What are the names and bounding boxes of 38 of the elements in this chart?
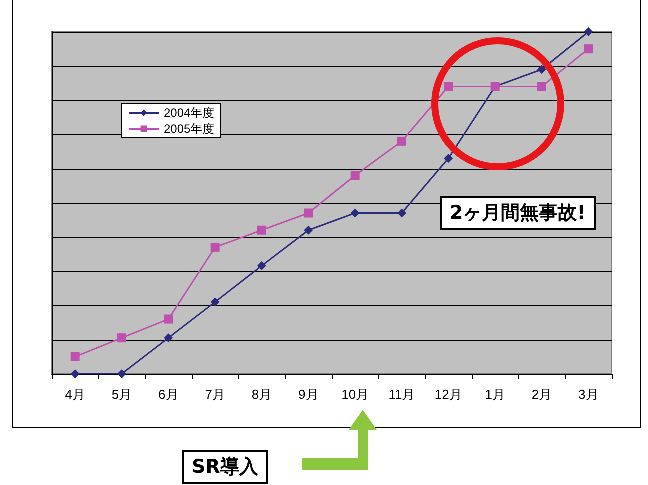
point [118,370,126,378]
legend-label: 2004年度 [164,106,215,120]
point [444,154,454,164]
point [70,352,80,362]
x-tick-label: 11月 [388,387,416,402]
x-tick-label: 8月 [252,387,272,402]
point [398,136,406,146]
text: SR導入 [182,450,268,484]
x-tick-label: 2月 [532,387,552,402]
annotation: 2ヶ月間無事故! [440,196,596,230]
point [538,65,546,74]
point [118,334,126,343]
legend-label: 2005年度 [164,122,215,136]
x-tick-label: 12月 [434,387,462,402]
point [164,334,174,343]
x-tick-label: 1月 [485,387,506,402]
x-tick-label: 5月 [112,387,132,402]
point [398,208,406,218]
point [350,208,360,218]
x-tick-label: 4月 [65,387,86,402]
point [304,226,314,235]
point [210,242,220,252]
point [210,298,220,307]
point [584,28,594,36]
x-tick-label: 7月 [205,387,226,402]
point [584,44,594,54]
point [350,171,360,180]
point [164,314,174,324]
point [538,82,546,92]
x-tick-label: 10月 [342,387,370,402]
point [70,370,80,378]
point [444,82,454,92]
point [258,261,266,270]
x-tick-label: 3月 [578,387,599,402]
point [304,208,314,218]
x-tick-label: 6月 [158,387,179,402]
point [258,226,266,235]
x-tick-label: 9月 [298,387,319,402]
